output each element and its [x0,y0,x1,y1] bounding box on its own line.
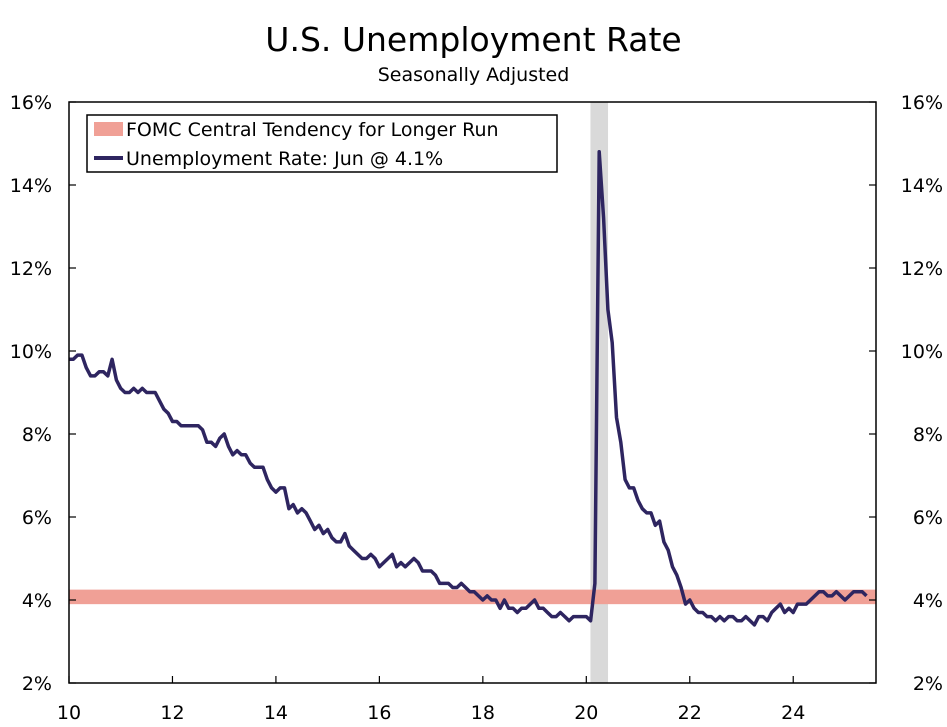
x-tick-label: 14 [264,702,288,724]
y-tick-label-right: 14% [901,175,943,197]
y-tick-label-left: 16% [10,92,52,114]
y-tick-label-left: 4% [22,590,52,612]
y-tick-label-right: 12% [901,258,943,280]
x-tick-label: 10 [57,702,81,724]
x-tick-label: 18 [471,702,495,724]
x-tick-label: 24 [781,702,805,724]
series-line-0 [69,150,868,627]
legend-swatch-band [94,122,123,136]
y-tick-label-right: 10% [901,341,943,363]
plot-frame [68,101,877,684]
y-tick-label-right: 6% [913,507,943,529]
legend-label-line: Unemployment Rate: Jun @ 4.1% [126,148,443,170]
chart-subtitle: Seasonally Adjusted [377,64,570,86]
y-tick-label-right: 2% [913,673,943,695]
chart-title: U.S. Unemployment Rate [265,20,682,59]
x-tick-label: 12 [160,702,184,724]
y-tick-label-left: 2% [22,673,52,695]
y-tick-label-right: 8% [913,424,943,446]
y-tick-label-left: 8% [22,424,52,446]
y-tick-label-right: 4% [913,590,943,612]
central-tendency-band [69,589,876,605]
legend-box [86,114,558,173]
x-tick-label: 20 [574,702,598,724]
y-tick-label-left: 6% [22,507,52,529]
y-tick-label-left: 14% [10,175,52,197]
y-tick-label-right: 16% [901,92,943,114]
x-tick-label: 22 [678,702,702,724]
y-tick-label-left: 10% [10,341,52,363]
y-tick-label-left: 12% [10,258,52,280]
legend: FOMC Central Tendency for Longer Run Une… [86,114,558,173]
x-tick-label: 16 [367,702,391,724]
legend-label-band: FOMC Central Tendency for Longer Run [126,119,499,141]
